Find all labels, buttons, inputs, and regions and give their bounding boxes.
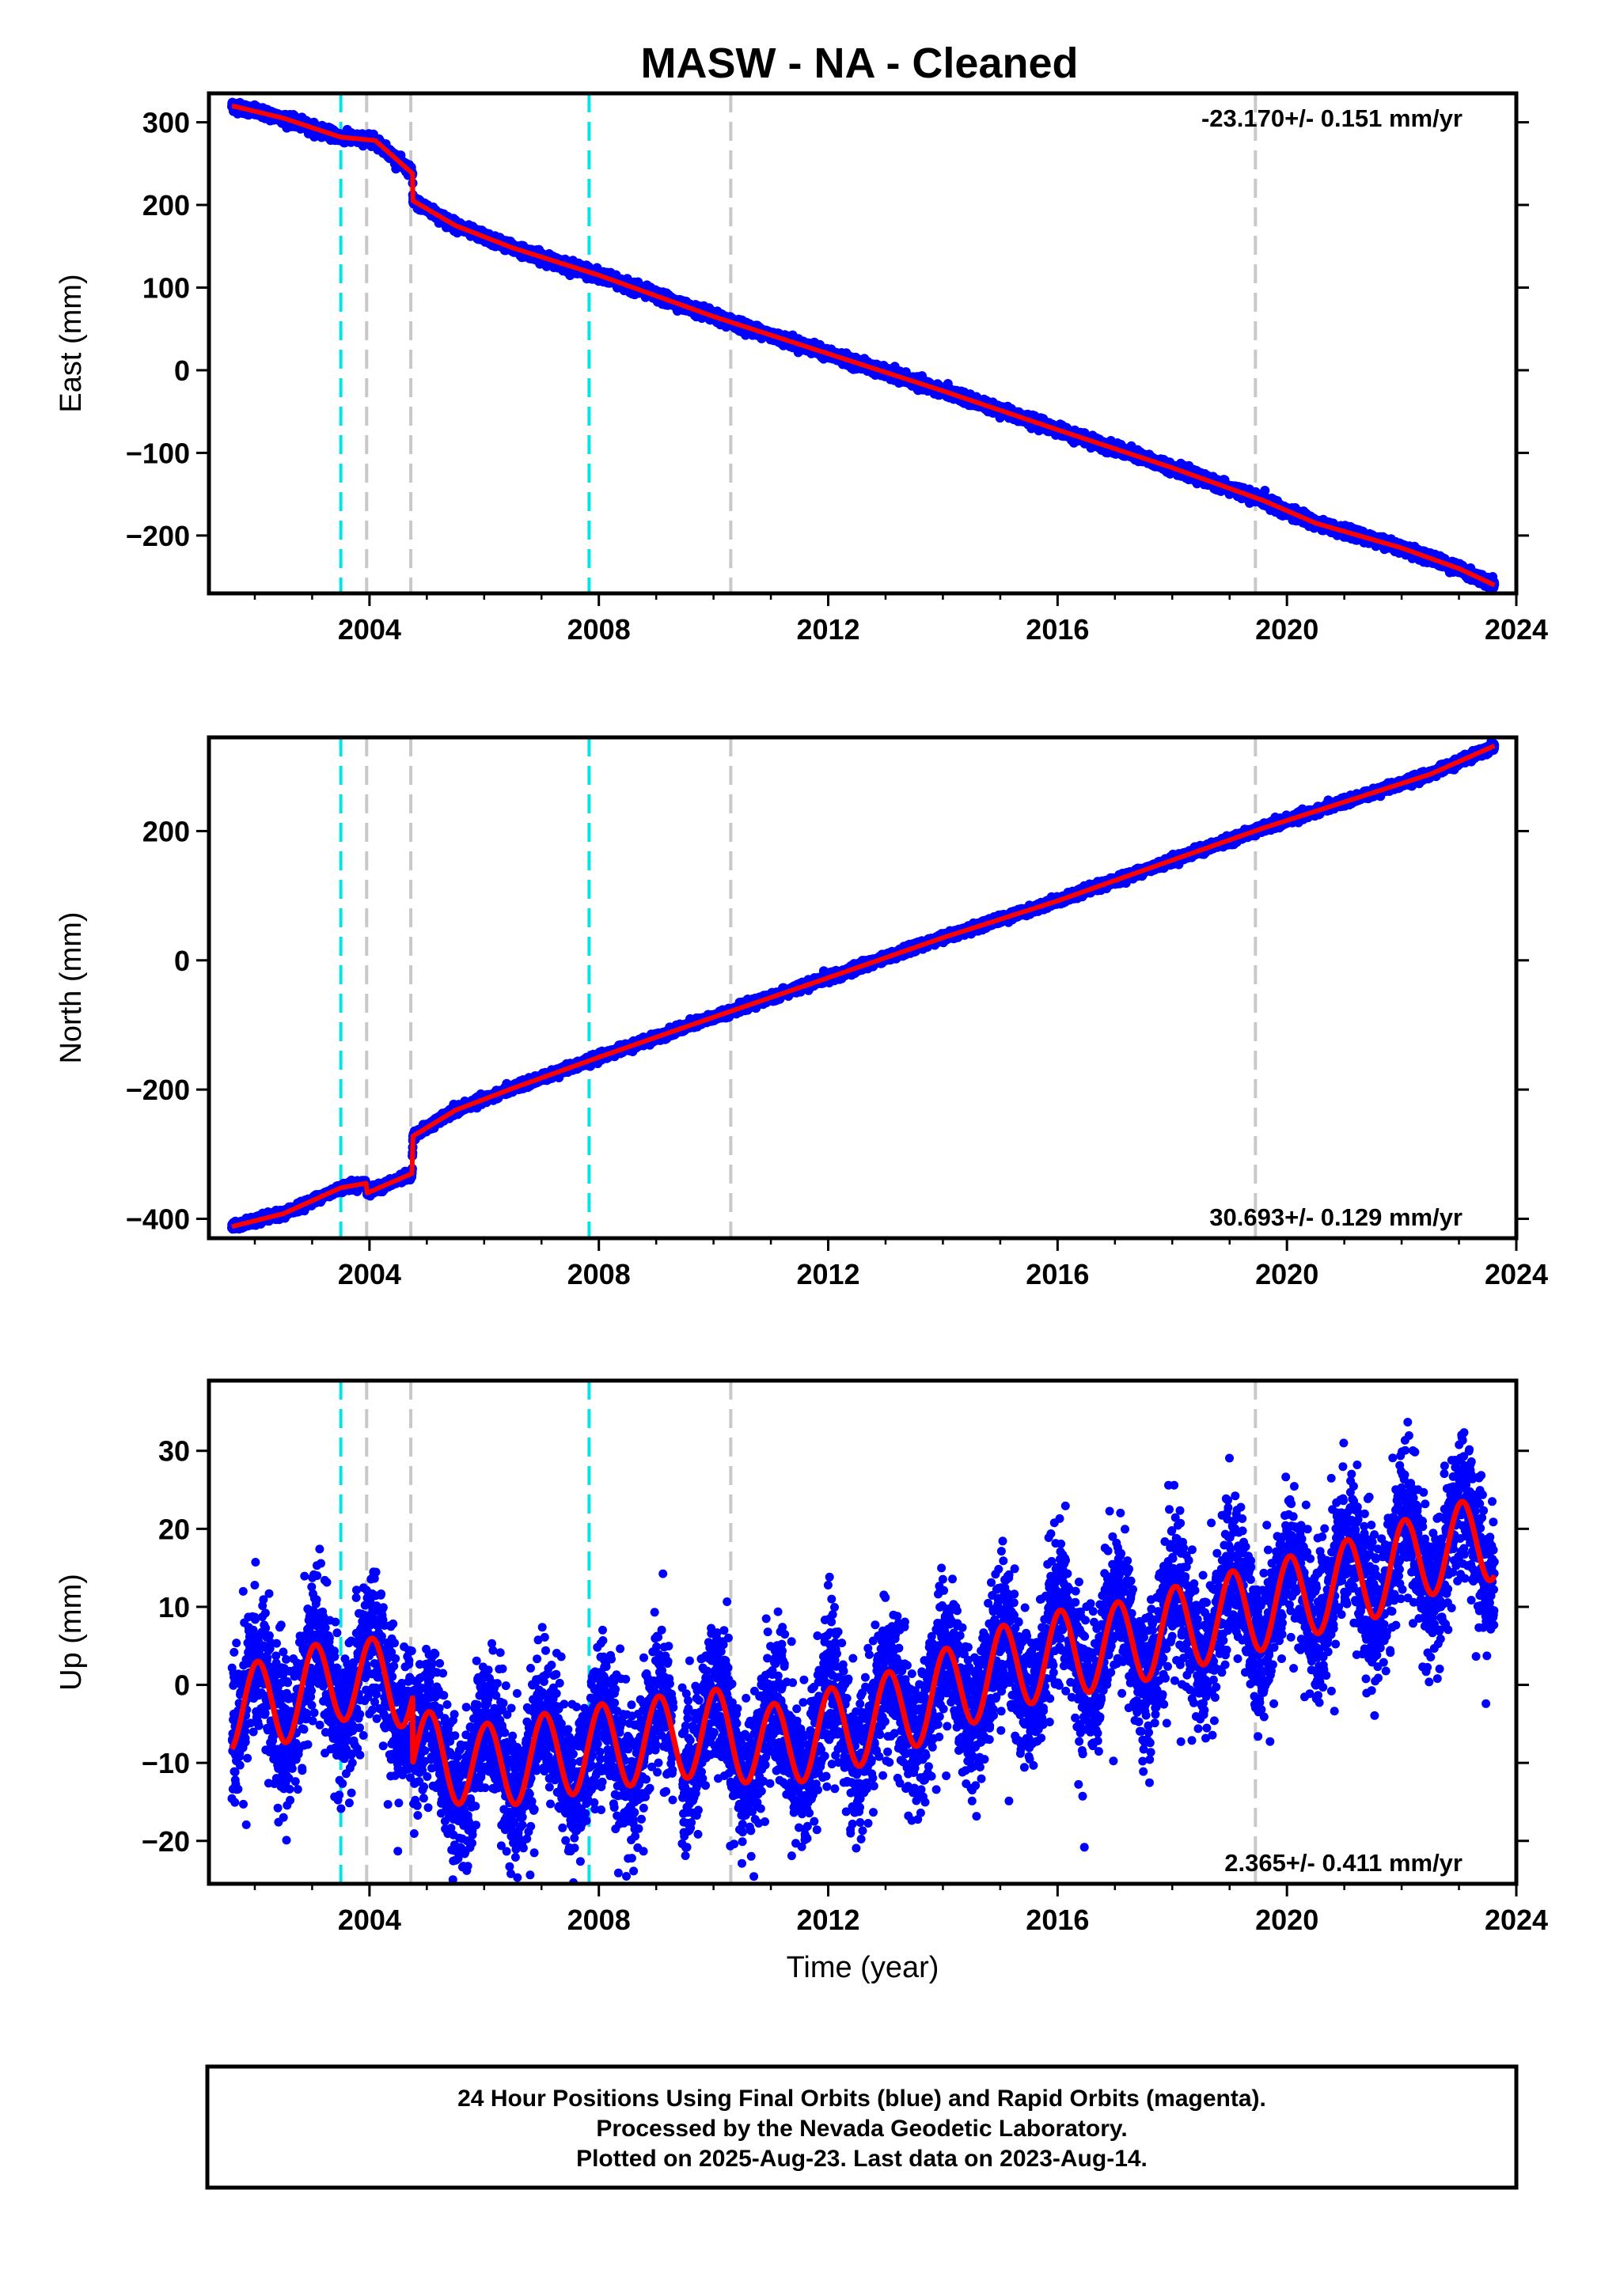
figure-title: MASW - NA - Cleaned [641,40,1079,87]
plot-area [227,93,1500,593]
east-panel: 2004 2008 2012 2016 2020 20243002001000−100−2… [55,91,1548,646]
